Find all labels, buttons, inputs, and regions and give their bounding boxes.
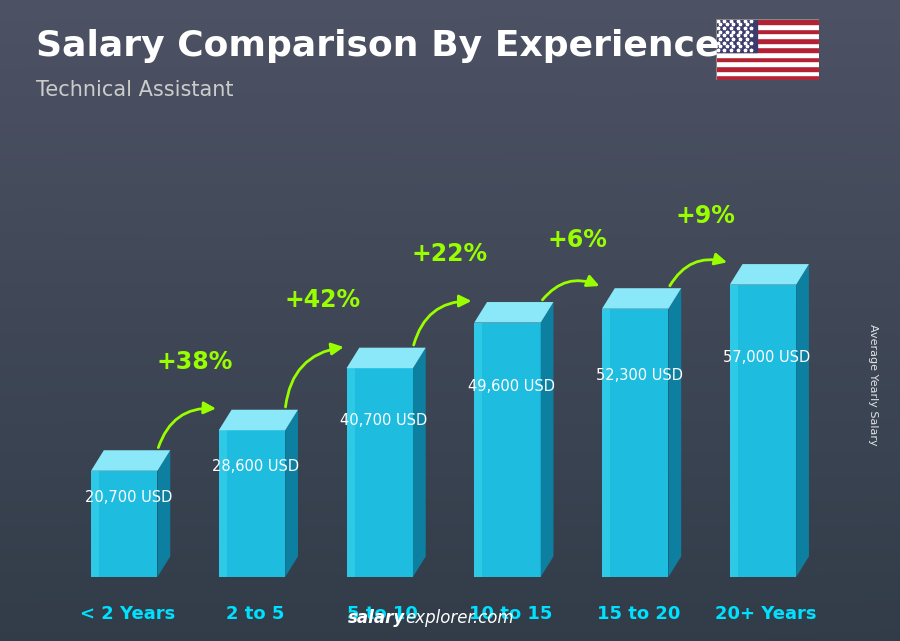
- Bar: [730, 285, 738, 577]
- Polygon shape: [91, 450, 170, 470]
- Polygon shape: [796, 264, 809, 577]
- Bar: [730, 285, 796, 577]
- Polygon shape: [158, 450, 170, 577]
- Text: 15 to 20: 15 to 20: [597, 605, 680, 623]
- Bar: [716, 56, 819, 62]
- Polygon shape: [474, 302, 554, 322]
- Polygon shape: [219, 410, 298, 430]
- Text: Average Yearly Salary: Average Yearly Salary: [868, 324, 878, 445]
- Text: explorer.com: explorer.com: [405, 609, 514, 627]
- Bar: [716, 19, 819, 24]
- Text: 40,700 USD: 40,700 USD: [340, 413, 428, 428]
- Text: < 2 Years: < 2 Years: [80, 605, 176, 623]
- Polygon shape: [413, 347, 426, 577]
- Text: 2 to 5: 2 to 5: [226, 605, 284, 623]
- Bar: [474, 322, 482, 577]
- Text: Technical Assistant: Technical Assistant: [36, 80, 233, 100]
- Bar: [716, 24, 819, 29]
- Polygon shape: [285, 410, 298, 577]
- Text: +6%: +6%: [548, 228, 608, 253]
- Bar: [602, 309, 669, 577]
- Bar: [716, 29, 819, 33]
- Polygon shape: [669, 288, 681, 577]
- Bar: [716, 19, 757, 52]
- Bar: [716, 71, 819, 76]
- Text: 49,600 USD: 49,600 USD: [468, 379, 555, 394]
- Bar: [716, 43, 819, 47]
- Text: salary: salary: [347, 609, 405, 627]
- Text: +38%: +38%: [157, 350, 233, 374]
- Polygon shape: [730, 264, 809, 285]
- Bar: [91, 470, 158, 577]
- Text: +9%: +9%: [676, 204, 735, 228]
- Bar: [91, 470, 99, 577]
- Text: 10 to 15: 10 to 15: [469, 605, 553, 623]
- Bar: [716, 66, 819, 71]
- Text: 20,700 USD: 20,700 USD: [85, 490, 172, 505]
- Bar: [716, 52, 819, 56]
- Polygon shape: [541, 302, 554, 577]
- Bar: [346, 368, 413, 577]
- Text: 28,600 USD: 28,600 USD: [212, 460, 300, 474]
- Text: Salary Comparison By Experience: Salary Comparison By Experience: [36, 29, 719, 63]
- Polygon shape: [346, 347, 426, 368]
- Text: 57,000 USD: 57,000 USD: [724, 350, 811, 365]
- Bar: [716, 33, 819, 38]
- Bar: [602, 309, 610, 577]
- Bar: [716, 76, 819, 80]
- Text: 5 to 10: 5 to 10: [347, 605, 419, 623]
- Text: 52,300 USD: 52,300 USD: [596, 368, 682, 383]
- Bar: [219, 430, 227, 577]
- Bar: [474, 322, 541, 577]
- Bar: [716, 38, 819, 43]
- Polygon shape: [602, 288, 681, 309]
- Text: 20+ Years: 20+ Years: [716, 605, 817, 623]
- Bar: [716, 62, 819, 66]
- Bar: [346, 368, 355, 577]
- Text: +42%: +42%: [284, 288, 360, 312]
- Text: +22%: +22%: [412, 242, 488, 266]
- Bar: [219, 430, 285, 577]
- Bar: [716, 47, 819, 52]
